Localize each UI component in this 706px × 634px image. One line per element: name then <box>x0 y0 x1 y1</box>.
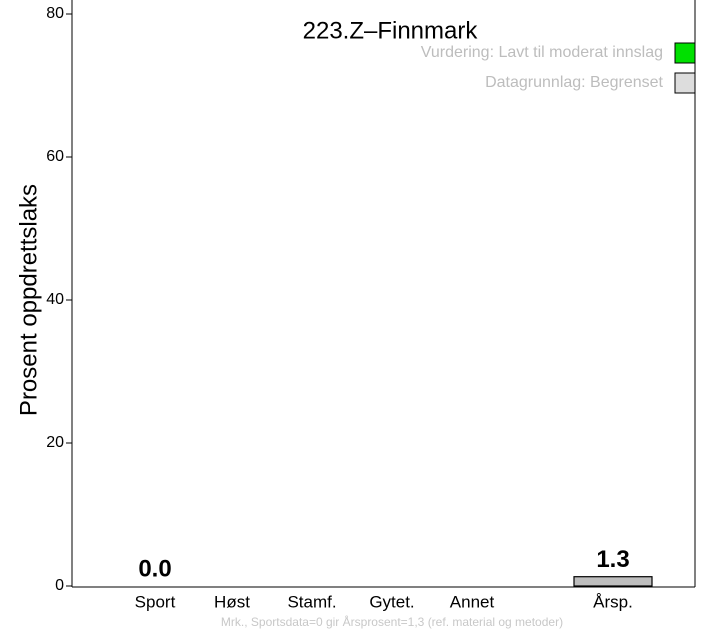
x-tick-label: Gytet. <box>369 592 414 611</box>
data-label: 1.3 <box>596 546 629 573</box>
legend-swatch <box>674 42 696 64</box>
y-tick-label: 80 <box>46 5 64 22</box>
chart-subtitle: 223.Z–Finnmark <box>303 17 479 44</box>
data-label: 0.0 <box>138 555 171 582</box>
y-tick-label: 60 <box>46 148 64 165</box>
y-tick-label: 40 <box>46 291 64 308</box>
y-tick-label: 20 <box>46 434 64 451</box>
legend-label: Datagrunnlag: Begrenset <box>485 74 663 91</box>
bar <box>573 576 653 587</box>
legend-label: Vurdering: Lavt til moderat innslag <box>421 44 663 61</box>
x-tick-label: Annet <box>450 592 495 611</box>
footnote: Mrk., Sportsdata=0 gir Årsprosent=1,3 (r… <box>221 614 563 629</box>
y-axis-label: Prosent oppdrettslaks <box>15 184 42 416</box>
legend-swatch <box>674 72 696 94</box>
x-tick-label: Høst <box>214 592 250 611</box>
x-tick-label: Sport <box>135 592 176 611</box>
y-tick-label: 0 <box>55 577 64 594</box>
x-tick-label: Stamf. <box>287 592 336 611</box>
x-tick-label: Årsp. <box>593 592 633 611</box>
